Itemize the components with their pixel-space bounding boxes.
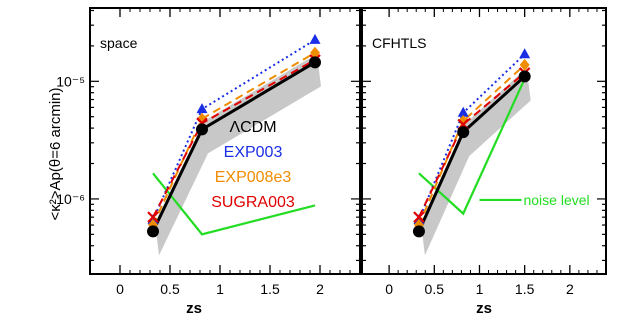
x-tick-label: 1.5 (260, 281, 280, 297)
noise-level-annotation: noise level (523, 192, 589, 208)
panel-title: space (100, 35, 138, 51)
data-point (413, 211, 425, 223)
x-tick-label: 0.5 (160, 281, 180, 297)
legend-entry: EXP003 (224, 144, 283, 161)
data-point (518, 70, 531, 83)
data-point (519, 48, 531, 59)
x-tick-label: 0 (385, 281, 393, 297)
panel-frame (89, 7, 361, 275)
x-tick-label: 0.5 (425, 281, 445, 297)
data-point (412, 225, 425, 238)
y-tick-label: 10⁻⁵ (56, 73, 85, 89)
data-point (519, 58, 530, 71)
panels-group: 0 0.5 1 1.5 2 10⁻⁶ 10⁻⁵ space 0 0.5 1 1.5 2 CFHTLS noi… (56, 7, 607, 297)
y-axis-label: <κ²>Ap(θ=6 arcmin) (47, 88, 64, 221)
x-tick-label: 0 (116, 281, 124, 297)
x-axis-label-right: zs (476, 300, 492, 317)
data-point (309, 33, 321, 44)
x-tick-label: 1 (216, 281, 224, 297)
panel-0: 0 0.5 1 1.5 2 10⁻⁶ 10⁻⁵ space (56, 7, 361, 297)
series-line-3 (418, 72, 526, 218)
data-point (458, 114, 469, 127)
data-point (196, 103, 208, 114)
x-tick-label: 2 (316, 281, 324, 297)
legend-entry: SUGRA003 (211, 194, 295, 211)
noise-level-line (152, 172, 316, 236)
data-point (457, 106, 469, 117)
legend: ΛCDM EXP003 EXP008e3 SUGRA003 (211, 119, 295, 211)
x-axis-label-left: zs (186, 300, 202, 317)
x-tick-label: 1.5 (515, 281, 535, 297)
panel-frame (361, 7, 607, 275)
lcdm-uncertainty-band (155, 53, 321, 256)
x-tick-label: 1 (476, 281, 484, 297)
data-point (457, 126, 470, 139)
data-point (310, 46, 320, 59)
data-point (147, 211, 159, 223)
data-point (147, 225, 159, 238)
legend-entry: ΛCDM (229, 119, 276, 136)
legend-entry: EXP008e3 (215, 169, 292, 186)
panel-title: CFHTLS (372, 35, 426, 51)
lcdm-uncertainty-band (420, 67, 531, 256)
y-tick-label: 10⁻⁶ (56, 191, 85, 207)
data-point (309, 56, 321, 69)
data-point (196, 123, 208, 136)
panel-1: 0 0.5 1 1.5 2 CFHTLS noise level (361, 7, 607, 297)
x-tick-label: 2 (566, 281, 574, 297)
